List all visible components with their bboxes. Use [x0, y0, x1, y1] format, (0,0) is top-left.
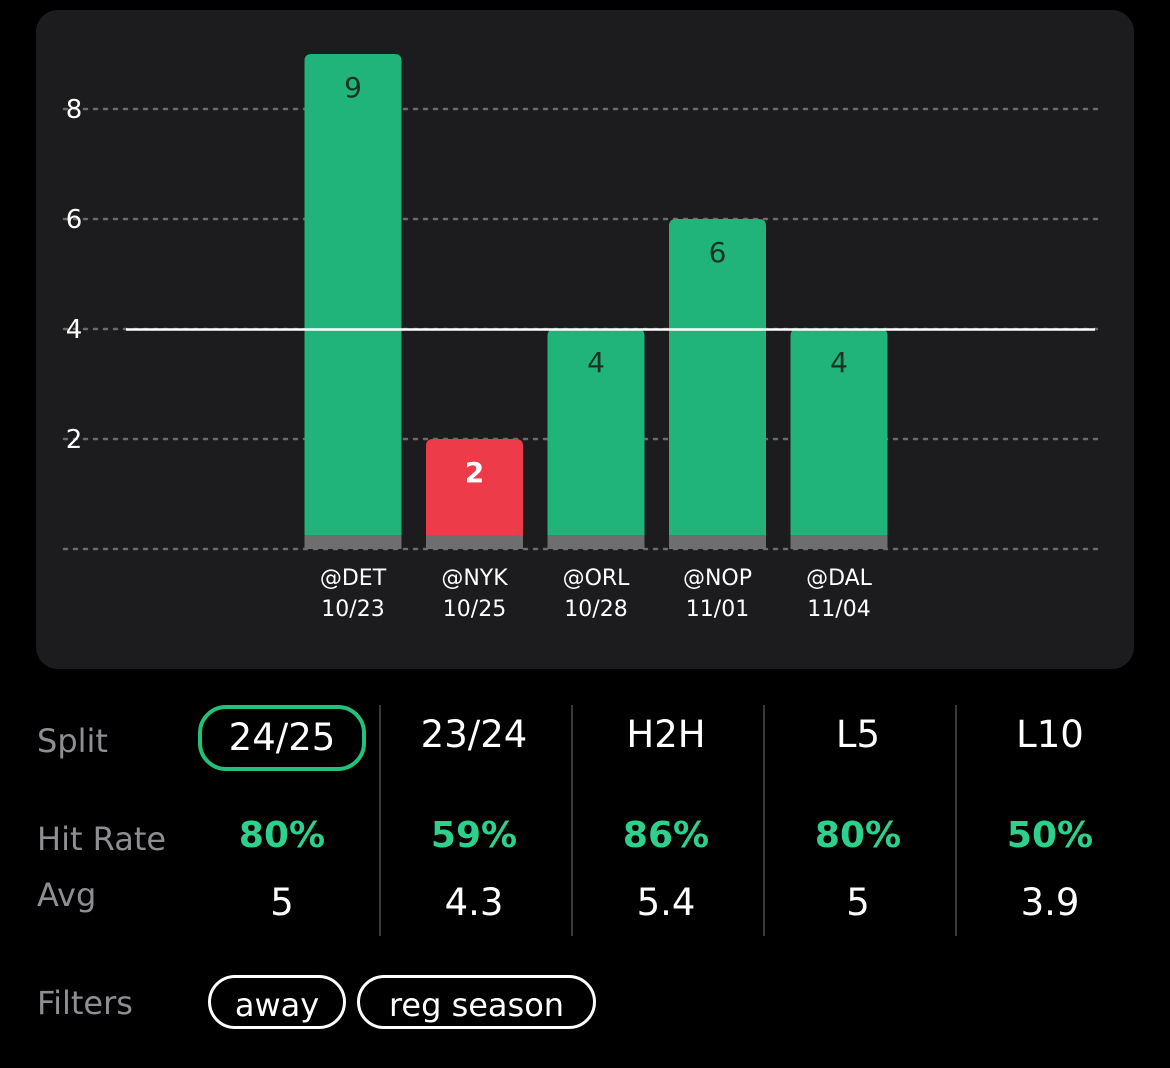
- x-tick-date: 10/28: [564, 597, 627, 622]
- bar-value-label: 6: [709, 236, 727, 269]
- bar: [669, 219, 766, 549]
- hit-rate-value: 86%: [622, 815, 710, 856]
- x-tick-opponent: @DET: [320, 566, 387, 591]
- hit-rate-value: 50%: [1006, 815, 1094, 856]
- bar-base: [669, 535, 766, 549]
- hit-rate-value: 80%: [814, 815, 902, 856]
- y-tick-label: 2: [66, 425, 83, 455]
- split-tab-h2h[interactable]: H2H: [626, 713, 706, 756]
- game-log-bar-chart: 2 4 6 8 9 @DET 10/23 2 @NYK 10/25 4 @ORL 10/28 6 @NOP 1…: [62, 54, 1104, 622]
- x-tick-opponent: @ORL: [563, 566, 631, 591]
- split-row-label: Split: [37, 722, 108, 760]
- x-tick-opponent: @DAL: [806, 566, 873, 591]
- avg-row-label: Avg: [37, 876, 97, 914]
- bar-value-label: 2: [465, 456, 484, 489]
- hit-rate-value: 59%: [430, 815, 518, 856]
- x-tick-date: 10/25: [443, 597, 506, 622]
- split-column-l5: L5 80% 5: [762, 705, 954, 936]
- bar: [547, 329, 645, 549]
- split-tab-l10[interactable]: L10: [1016, 713, 1084, 756]
- avg-value: 5: [846, 881, 870, 924]
- bar: [790, 329, 888, 549]
- y-tick-label: 4: [66, 315, 83, 345]
- x-tick-date: 11/01: [686, 597, 749, 622]
- avg-value: 3.9: [1020, 881, 1080, 924]
- hit-rate-row-label: Hit Rate: [37, 820, 167, 858]
- y-tick-label: 6: [66, 205, 83, 235]
- avg-value: 4.3: [444, 881, 504, 924]
- bar-base: [790, 535, 888, 549]
- avg-value: 5.4: [636, 881, 696, 924]
- filters-label: Filters: [37, 984, 133, 1022]
- x-tick-opponent: @NOP: [683, 566, 752, 591]
- bar-value-label: 9: [344, 71, 362, 104]
- x-tick-date: 10/23: [321, 597, 384, 622]
- column-divider: [763, 705, 765, 936]
- avg-value: 5: [270, 881, 294, 924]
- bar-base: [547, 535, 645, 549]
- bar: [426, 439, 523, 549]
- column-divider: [379, 705, 381, 936]
- split-tab-l5[interactable]: L5: [835, 713, 881, 756]
- split-column-l10: L10 50% 3.9: [954, 705, 1146, 936]
- bar-value-label: 4: [830, 346, 848, 379]
- split-tab-23-24[interactable]: 23/24: [420, 713, 528, 756]
- chart-card: 2 4 6 8 9 @DET 10/23 2 @NYK 10/25 4 @ORL 10/28 6 @NOP 1…: [36, 10, 1134, 669]
- split-tab-24-25[interactable]: 24/25: [198, 705, 366, 771]
- column-divider: [571, 705, 573, 936]
- bar: [304, 54, 402, 549]
- split-column-24-25: 24/25 80% 5: [186, 705, 378, 936]
- x-tick-opponent: @NYK: [441, 566, 508, 591]
- split-column-23-24: 23/24 59% 4.3: [378, 705, 570, 936]
- bar-base: [304, 535, 402, 549]
- filter-chip-reg-season[interactable]: reg season: [357, 975, 596, 1029]
- split-column-h2h: H2H 86% 5.4: [570, 705, 762, 936]
- column-divider: [955, 705, 957, 936]
- bar-value-label: 4: [587, 346, 605, 379]
- hit-rate-value: 80%: [238, 815, 326, 856]
- filter-chip-away[interactable]: away: [208, 975, 346, 1029]
- bar-base: [426, 535, 523, 549]
- x-tick-date: 11/04: [807, 597, 870, 622]
- y-tick-label: 8: [66, 95, 83, 125]
